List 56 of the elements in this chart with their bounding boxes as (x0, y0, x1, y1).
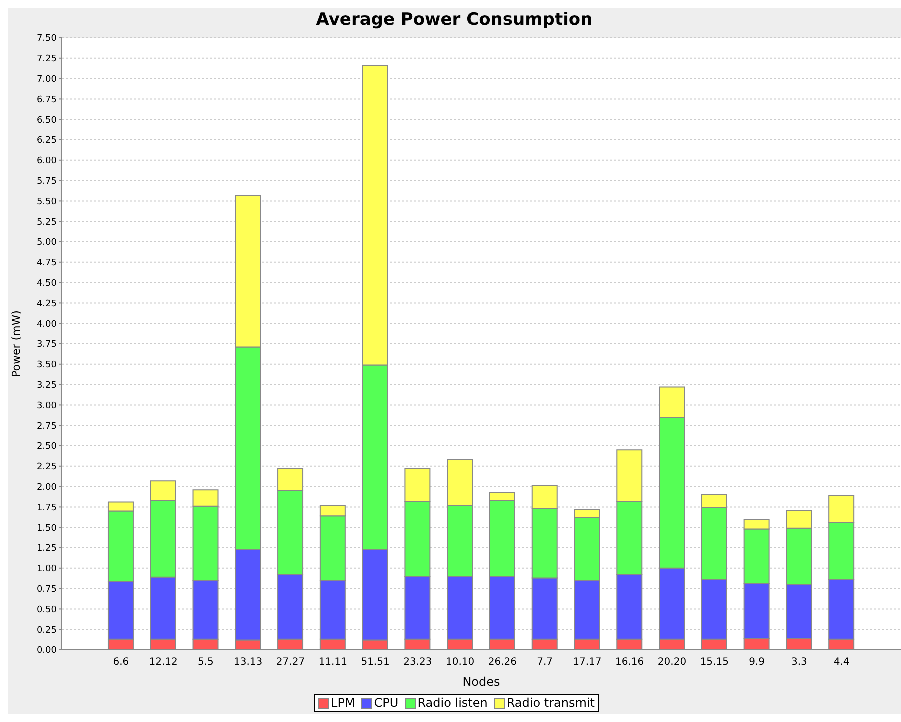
x-tick-label: 5.5 (198, 657, 214, 668)
legend-label: Radio transmit (506, 696, 595, 710)
y-tick-label: 3.75 (36, 340, 57, 350)
y-tick-label: 1.75 (36, 503, 57, 514)
y-tick-label: 5.00 (36, 238, 58, 248)
y-tick-label: 6.50 (36, 116, 58, 126)
x-tick-label: 23.23 (404, 657, 432, 668)
x-tick-label: 13.13 (234, 657, 263, 668)
y-tick-label: 5.75 (36, 176, 57, 187)
y-tick-label: 7.00 (36, 74, 58, 85)
y-tick-label: 2.75 (36, 422, 57, 432)
y-tick-label: 3.00 (36, 401, 58, 412)
x-tick-label: 3.3 (791, 657, 808, 668)
y-tick-label: 6.00 (36, 156, 58, 167)
y-axis-title: Power (mW) (10, 310, 23, 378)
x-tick-label: 26.26 (488, 657, 518, 668)
y-tick-label: 0.75 (36, 584, 57, 595)
y-tick-label: 6.75 (36, 95, 57, 106)
y-tick-label: 3.50 (36, 360, 58, 371)
y-tick-label: 5.25 (36, 218, 57, 228)
x-tick-label: 9.9 (749, 657, 765, 668)
y-tick-label: 1.00 (36, 564, 58, 575)
y-tick-label: 4.00 (36, 320, 58, 330)
y-tick-label: 4.50 (36, 278, 58, 289)
y-tick-label: 1.50 (36, 524, 58, 534)
y-tick-label: 0.25 (36, 626, 57, 636)
y-tick-label: 3.25 (36, 380, 57, 391)
x-tick-label: 20.20 (658, 657, 687, 668)
y-tick-label: 6.25 (36, 136, 57, 146)
y-tick-label: 5.50 (36, 197, 58, 208)
y-tick-label: 0.00 (36, 646, 58, 656)
legend-label: Radio listen (418, 696, 488, 710)
x-tick-label: 10.10 (446, 657, 475, 668)
x-tick-label: 27.27 (276, 657, 306, 668)
x-tick-label: 12.12 (149, 657, 178, 668)
y-tick-label: 7.25 (36, 54, 57, 65)
chart-title: Average Power Consumption (315, 9, 594, 32)
y-tick-label: 4.25 (36, 299, 57, 310)
legend-label: LPM (331, 696, 356, 710)
x-tick-label: 16.16 (616, 657, 644, 668)
x-tick-label: 51.51 (361, 657, 390, 668)
x-tick-label: 4.4 (834, 657, 850, 668)
x-axis-title: Nodes (462, 675, 500, 689)
x-tick-label: 15.15 (700, 657, 729, 668)
y-tick-label: 2.25 (36, 462, 57, 473)
y-tick-label: 1.25 (36, 544, 57, 554)
y-tick-label: 7.50 (36, 34, 58, 44)
y-tick-label: 0.50 (36, 605, 58, 616)
x-tick-label: 6.6 (113, 657, 130, 668)
y-tick-label: 2.50 (36, 442, 58, 452)
x-tick-label: 17.17 (573, 657, 602, 668)
y-tick-label: 4.75 (36, 258, 57, 269)
y-tick-label: 2.00 (36, 482, 58, 493)
legend-label: CPU (374, 696, 399, 710)
x-tick-label: 11.11 (318, 657, 348, 668)
x-tick-label: 7.7 (537, 657, 554, 668)
